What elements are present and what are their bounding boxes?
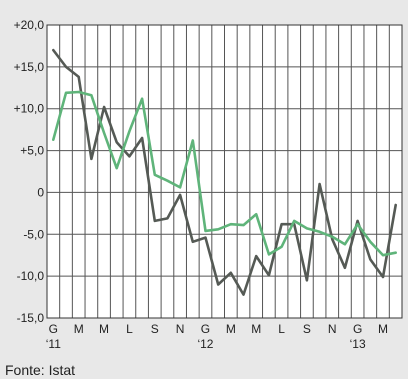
x-tick-label: L xyxy=(278,322,285,336)
y-tick-label: +15,0 xyxy=(14,60,45,74)
x-tick-label: M xyxy=(378,322,388,336)
y-tick-label: -10,0 xyxy=(17,269,45,283)
x-tick-label: M xyxy=(226,322,236,336)
x-tick-label: N xyxy=(176,322,185,336)
x-tick-label: S xyxy=(151,322,159,336)
x-tick-label: M xyxy=(251,322,261,336)
source-note: Fonte: Istat xyxy=(5,362,76,378)
y-axis-ticks: +20,0 +15,0 +10,0 +5,0 0 -5,0 -10,0 -15,0 xyxy=(14,18,45,325)
x-axis-ticks: G M M L S N G M M L S N G M ‘11 ‘12 ‘13 xyxy=(46,322,388,351)
series-line-2 xyxy=(51,90,398,257)
x-year-label: ‘11 xyxy=(46,337,61,351)
series-lines xyxy=(51,48,398,296)
x-tick-label: M xyxy=(74,322,84,336)
x-tick-label: S xyxy=(303,322,311,336)
x-year-label: ‘12 xyxy=(197,337,213,351)
x-tick-label: N xyxy=(328,322,337,336)
y-tick-label: +10,0 xyxy=(14,102,45,116)
plot-frame xyxy=(46,24,403,319)
x-tick-label: M xyxy=(99,322,109,336)
y-tick-label: +5,0 xyxy=(20,144,44,158)
x-year-label: ‘13 xyxy=(350,337,366,351)
x-tick-label: G xyxy=(49,322,58,336)
y-tick-label: -15,0 xyxy=(17,311,45,325)
y-tick-label: 0 xyxy=(37,185,44,199)
y-tick-label: -5,0 xyxy=(23,227,44,241)
x-tick-label: L xyxy=(126,322,133,336)
x-tick-label: G xyxy=(201,322,210,336)
x-tick-label: G xyxy=(353,322,362,336)
series-line-1 xyxy=(51,48,398,296)
y-tick-label: +20,0 xyxy=(14,18,45,32)
